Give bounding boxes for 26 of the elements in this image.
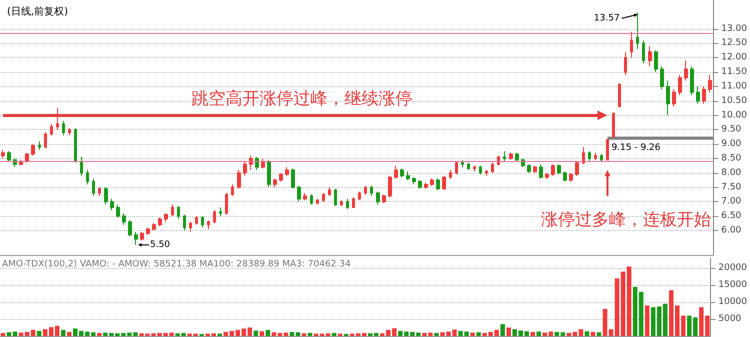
y-tick-label: 5000 bbox=[718, 314, 742, 324]
y-tick-label: 10000 bbox=[718, 297, 748, 308]
y-tick-label: 13.00 bbox=[721, 24, 748, 34]
y-tick-label: 11.50 bbox=[721, 67, 748, 78]
y-tick-label: 9.00 bbox=[721, 139, 742, 150]
y-tick-label: 7.00 bbox=[721, 196, 742, 207]
annotation: 涨停过多峰，连板开始 bbox=[541, 210, 711, 230]
band-label: 9.15 - 9.26 bbox=[611, 143, 661, 154]
annotation: AMO-TDX(100,2) VAMO: - AMOW: 58521.38 MA100: 28389.89 MA3: 70462.34 bbox=[2, 260, 351, 270]
y-tick-label: 12.50 bbox=[721, 38, 748, 48]
y-tick-label: 7.50 bbox=[721, 182, 742, 192]
y-tick-label: 10.00 bbox=[721, 110, 748, 120]
y-tick-label: 15000 bbox=[718, 280, 748, 290]
y-tick-label: 12.00 bbox=[721, 52, 748, 63]
annotation: 13.57 bbox=[594, 13, 620, 24]
y-tick-label: 6.50 bbox=[721, 211, 742, 222]
annotation: 5.50 bbox=[150, 240, 170, 250]
y-tick-label: 11.00 bbox=[721, 81, 748, 92]
y-tick-label: 9.50 bbox=[721, 124, 742, 135]
y-tick-label: 8.50 bbox=[721, 153, 742, 164]
y-tick-label: 6.00 bbox=[721, 226, 742, 236]
y-tick-label: 20000 bbox=[718, 263, 748, 274]
ref-line-label: 跳空高开涨停过峰，继续涨停 bbox=[192, 88, 413, 109]
text: (日线,前复权) bbox=[7, 6, 68, 18]
y-tick-label: 10.50 bbox=[721, 96, 748, 106]
y-tick-label: 8.00 bbox=[721, 168, 742, 178]
